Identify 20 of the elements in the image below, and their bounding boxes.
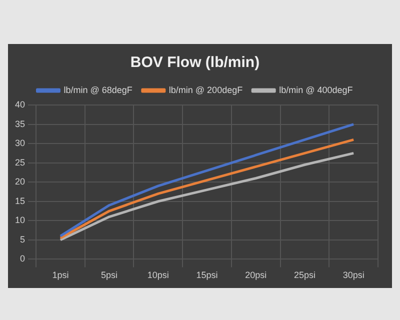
y-tick-label: 30 (14, 138, 26, 148)
x-tick-label: 15psi (196, 270, 218, 280)
x-tick-label: 1psi (52, 270, 69, 280)
x-tick-label: 5psi (101, 270, 118, 280)
x-tick-label: 10psi (147, 270, 169, 280)
legend-label: lb/min @ 200degF (168, 84, 244, 95)
y-tick-label: 40 (14, 99, 26, 110)
chart-title: BOV Flow (lb/min) (130, 54, 260, 72)
legend-label: lb/min @ 400degF (279, 84, 354, 95)
y-tick-label: 25 (14, 157, 26, 168)
y-tick-label: 35 (14, 118, 26, 129)
legend-label: lb/min @ 68degF (64, 84, 133, 95)
y-tick-label: 15 (14, 196, 26, 206)
y-tick-label: 10 (14, 215, 26, 226)
y-tick-label: 0 (20, 254, 26, 264)
x-tick-label: 30psi (342, 270, 364, 280)
y-tick-label: 5 (20, 234, 26, 244)
y-tick-label: 20 (14, 176, 26, 187)
x-tick-label: 20psi (245, 270, 267, 280)
x-tick-label: 25psi (294, 270, 316, 280)
